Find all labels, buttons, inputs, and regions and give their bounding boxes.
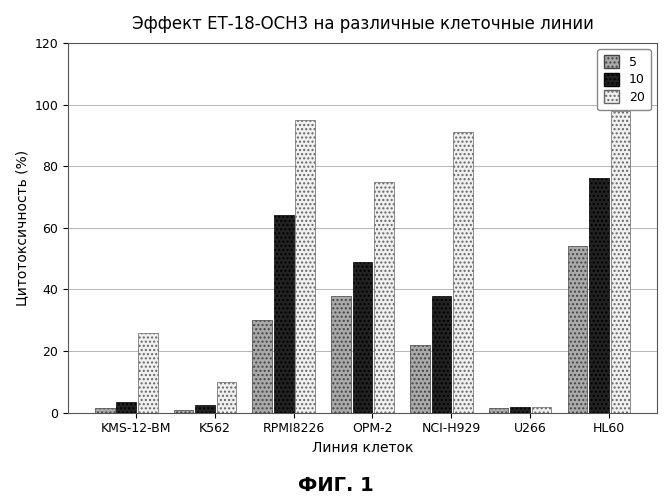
Bar [274,216,294,412]
Bar [95,408,115,412]
Bar [253,320,272,412]
Text: ФИГ. 1: ФИГ. 1 [298,476,374,495]
Bar [195,405,215,412]
Bar [173,410,194,412]
Bar [296,120,315,412]
X-axis label: Линия клеток: Линия клеток [312,441,413,455]
Bar [410,345,429,412]
Title: Эффект ЕТ-18-ОСН3 на различные клеточные линии: Эффект ЕТ-18-ОСН3 на различные клеточные… [132,15,593,33]
Bar [453,132,472,412]
Bar [510,406,530,412]
Bar [489,408,509,412]
Bar [568,246,587,412]
Bar [138,332,157,412]
Bar [331,296,351,412]
Bar [353,262,372,412]
Bar [431,296,451,412]
Legend: 5, 10, 20: 5, 10, 20 [597,49,650,110]
Bar [374,182,394,412]
Bar [216,382,237,412]
Bar [532,406,552,412]
Y-axis label: Цитотоксичность (%): Цитотоксичность (%) [15,150,29,306]
Bar [589,178,609,412]
Bar [116,402,136,412]
Bar [611,110,630,412]
